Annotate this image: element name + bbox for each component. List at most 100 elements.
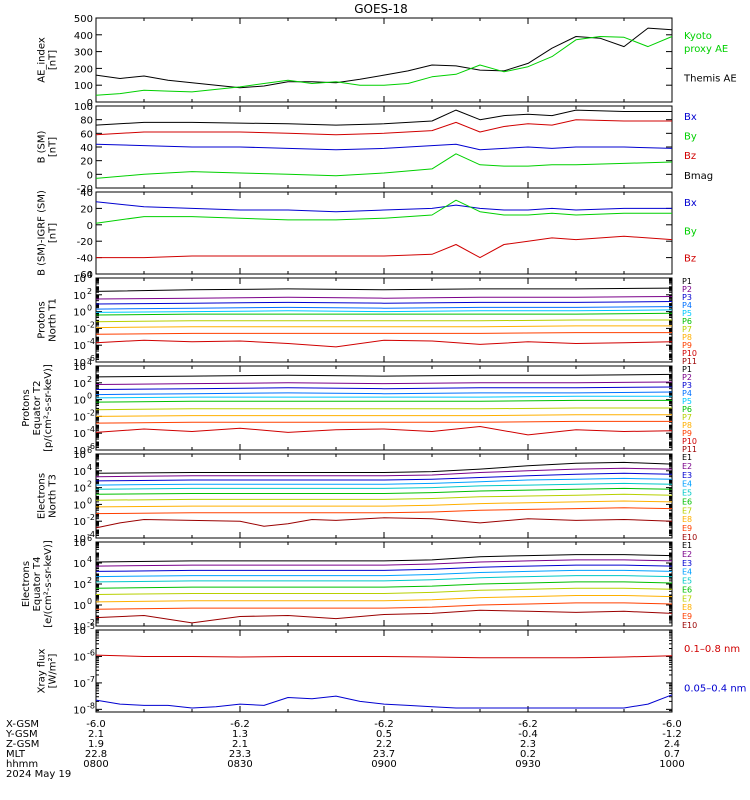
y-tick-label: 10 bbox=[73, 601, 86, 612]
legend-label: P2 bbox=[682, 373, 692, 382]
y-tick-label: 80 bbox=[80, 116, 93, 127]
series-e6 bbox=[95, 581, 673, 589]
ephemeris-value: 0.7 bbox=[664, 749, 680, 760]
y-tick-exponent: -2 bbox=[87, 618, 95, 627]
ephemeris-value: 0.5 bbox=[376, 729, 392, 740]
legend-label: E9 bbox=[682, 612, 692, 621]
y-tick-label: 20 bbox=[80, 157, 93, 168]
y-tick-exponent: 2 bbox=[87, 287, 92, 296]
y-tick-label: 10 bbox=[73, 379, 86, 390]
panel-b_igrf: -60 -40 -20 0 20 40 B (SM)-IGRF (SM) [nT] Bx By Bz bbox=[37, 188, 697, 281]
legend-label: P8 bbox=[682, 333, 692, 342]
legend-label: Kyoto bbox=[684, 31, 712, 42]
y-tick-label: 10 bbox=[73, 446, 86, 457]
y-axis-label: Equator T4 bbox=[32, 557, 43, 612]
ephemeris-value: 0900 bbox=[371, 759, 396, 770]
series-kyoto-proxy-ae bbox=[95, 36, 673, 96]
series-p3 bbox=[95, 386, 673, 390]
y-tick-exponent: -6 bbox=[87, 354, 95, 363]
series-bmag bbox=[95, 109, 672, 126]
y-tick-exponent: 2 bbox=[87, 480, 92, 489]
series-p5 bbox=[95, 309, 673, 313]
y-axis-label: [W/m²] bbox=[48, 653, 59, 688]
y-tick-exponent: -4 bbox=[87, 530, 95, 539]
legend-label: P6 bbox=[682, 405, 692, 414]
series-e2 bbox=[95, 559, 673, 567]
series-by bbox=[95, 199, 672, 224]
y-axis-label: B (SM)-IGRF (SM) bbox=[37, 190, 48, 276]
legend-label: P11 bbox=[682, 357, 697, 366]
y-tick-exponent: -2 bbox=[87, 320, 95, 329]
legend-label: E5 bbox=[682, 577, 692, 586]
legend-label: Bz bbox=[684, 254, 696, 265]
series-e5 bbox=[95, 482, 673, 490]
y-tick-label: 10 bbox=[73, 484, 86, 495]
y-tick-label: 300 bbox=[74, 48, 93, 59]
legend-label: P1 bbox=[682, 277, 692, 286]
legend-label: P11 bbox=[682, 445, 697, 454]
y-axis-label: [nT] bbox=[48, 50, 59, 70]
y-tick-label: 10 bbox=[73, 362, 86, 373]
legend-label: P4 bbox=[682, 301, 692, 310]
series-e9 bbox=[95, 507, 673, 515]
legend-label: E4 bbox=[682, 568, 692, 577]
series-e2 bbox=[95, 467, 673, 478]
ephemeris-value: 2.2 bbox=[376, 739, 392, 750]
series-0-1-0-8-nm bbox=[95, 654, 673, 659]
legend-label: 0.05–0.4 nm bbox=[684, 683, 746, 694]
legend-label: E10 bbox=[682, 621, 697, 630]
series-p5 bbox=[95, 395, 672, 399]
legend-label: E3 bbox=[682, 471, 692, 480]
series-e8 bbox=[95, 500, 673, 508]
ephemeris-value: -0.4 bbox=[518, 729, 538, 740]
series-p1 bbox=[95, 287, 673, 292]
y-axis-label: Protons bbox=[21, 389, 32, 426]
y-tick-label: 0 bbox=[87, 170, 93, 181]
y-tick-label: 10 bbox=[73, 538, 86, 549]
series-e5 bbox=[95, 575, 673, 583]
y-tick-label: 100 bbox=[74, 81, 93, 92]
y-tick-label: 40 bbox=[80, 143, 93, 154]
series-e1 bbox=[95, 461, 673, 474]
series-e4 bbox=[95, 477, 673, 486]
series-bz bbox=[95, 119, 672, 136]
panel-b: -20 0 20 40 60 80 100 B (SM) [nT] Bx By Bz Bmag bbox=[37, 102, 714, 195]
y-tick-exponent: 2 bbox=[87, 576, 92, 585]
legend-label: By bbox=[684, 132, 697, 143]
ephemeris-value: 2.1 bbox=[88, 729, 104, 740]
legend-label: By bbox=[684, 227, 697, 238]
y-tick-exponent: 6 bbox=[87, 534, 92, 543]
series-p6 bbox=[95, 312, 673, 316]
y-tick-exponent: 4 bbox=[87, 270, 92, 279]
y-tick-exponent: -4 bbox=[87, 337, 95, 346]
series-p4 bbox=[95, 391, 673, 396]
ephemeris-value: 0.2 bbox=[520, 749, 536, 760]
legend-label: P5 bbox=[682, 309, 692, 318]
y-axis-label: Electrons bbox=[21, 561, 32, 607]
panel-ae: 0 100 200 300 400 500 AE_index [nT] Kyoto proxy A… bbox=[37, 14, 737, 109]
y-tick-label: 400 bbox=[74, 31, 93, 42]
ephemeris-value: -1.2 bbox=[662, 729, 682, 740]
ephemeris-row-label: MLT bbox=[6, 749, 26, 760]
series-bz bbox=[96, 235, 673, 259]
ephemeris-value: -6.0 bbox=[86, 719, 106, 730]
legend-label: P3 bbox=[682, 293, 692, 302]
figure-title: GOES-18 bbox=[354, 2, 408, 16]
y-axis-label: [nT] bbox=[48, 223, 59, 243]
legend-label: P9 bbox=[682, 341, 692, 350]
y-tick-exponent: -7 bbox=[87, 675, 95, 684]
y-axis-label: AE_index bbox=[37, 37, 48, 83]
legend-label: Bmag bbox=[684, 171, 713, 182]
y-axis-label: North T3 bbox=[48, 474, 59, 518]
legend-label: E7 bbox=[682, 506, 692, 515]
y-tick-label: 10 bbox=[73, 396, 86, 407]
y-tick-exponent: 2 bbox=[87, 375, 92, 384]
series-0-05-0-4-nm bbox=[95, 694, 673, 709]
ephemeris-value: -6.2 bbox=[230, 719, 250, 730]
y-axis-label: [p/(cm²-s-sr-keV)] bbox=[43, 364, 54, 452]
y-axis-label: B (SM) bbox=[37, 130, 48, 163]
series-e4 bbox=[95, 569, 673, 578]
